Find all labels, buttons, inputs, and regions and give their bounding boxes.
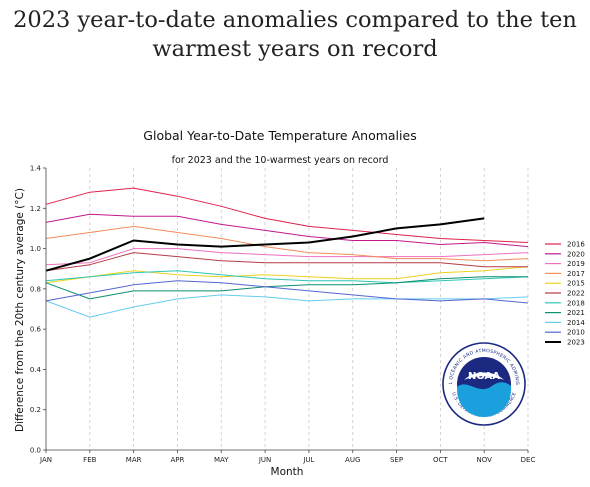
y-tick-label: 0.8 <box>30 285 41 293</box>
series-line-2023 <box>45 217 485 272</box>
y-tick-label: 1.2 <box>30 205 41 213</box>
x-tick-label: MAY <box>214 456 229 464</box>
series-line-2018 <box>45 270 529 284</box>
x-tick-label: MAR <box>126 456 142 464</box>
series-line-2017 <box>45 225 529 262</box>
series-line-2015 <box>45 266 529 284</box>
series-line-2020 <box>45 213 529 248</box>
series-line-2021 <box>45 276 528 300</box>
noaa-logo: NATIONAL OCEANIC AND ATMOSPHERIC ADMINIS… <box>442 342 526 426</box>
x-tick-label: FEB <box>83 456 96 464</box>
headline: 2023 year-to-date anomalies compared to … <box>0 6 590 64</box>
legend-label-2019: 2019 <box>567 260 585 268</box>
x-tick-label: APR <box>171 456 185 464</box>
logo-text: NOAA <box>468 371 500 382</box>
x-tick-label: NOV <box>476 456 492 464</box>
legend-label-2017: 2017 <box>567 270 585 278</box>
x-tick-label: JUN <box>258 456 271 464</box>
x-axis-label: Month <box>271 466 304 478</box>
legend-label-2018: 2018 <box>567 299 585 307</box>
legend-label-2015: 2015 <box>567 280 585 288</box>
headline-line-1: 2023 year-to-date anomalies compared to … <box>13 7 577 33</box>
x-tick-label: DEC <box>521 456 536 464</box>
legend-label-2016: 2016 <box>567 241 585 249</box>
y-tick-label: 0.4 <box>30 366 42 374</box>
series-line-2010 <box>45 280 529 304</box>
headline-line-2: warmest years on record <box>152 36 438 62</box>
legend-label-2023: 2023 <box>567 339 585 347</box>
x-tick-label: JAN <box>39 456 52 464</box>
legend-label-2022: 2022 <box>567 290 585 298</box>
y-tick-label: 0.0 <box>30 447 41 455</box>
legend-label-2010: 2010 <box>567 329 585 337</box>
x-tick-label: JUL <box>302 456 314 464</box>
chart-title: Global Year-to-Date Temperature Anomalie… <box>143 128 416 143</box>
y-tick-label: 1.0 <box>30 245 41 253</box>
series-line-2014 <box>45 294 529 318</box>
series-line-2022 <box>45 252 528 272</box>
legend-label-2014: 2014 <box>567 319 585 327</box>
y-axis-label: Difference from the 20th century average… <box>14 188 26 432</box>
chart-subtitle: for 2023 and the 10-warmest years on rec… <box>172 155 389 166</box>
x-tick-label: SEP <box>390 456 403 464</box>
logo-wave <box>457 382 511 417</box>
y-tick-label: 0.6 <box>30 326 42 334</box>
y-tick-label: 1.4 <box>30 165 42 173</box>
x-tick-label: OCT <box>433 456 448 464</box>
legend-label-2021: 2021 <box>567 309 585 317</box>
series-line-2016 <box>45 187 529 243</box>
legend-label-2020: 2020 <box>567 250 585 258</box>
series-line-2019 <box>45 248 529 266</box>
y-tick-label: 0.2 <box>30 406 41 414</box>
x-tick-label: AUG <box>345 456 360 464</box>
logo-bird-icon <box>464 372 504 380</box>
